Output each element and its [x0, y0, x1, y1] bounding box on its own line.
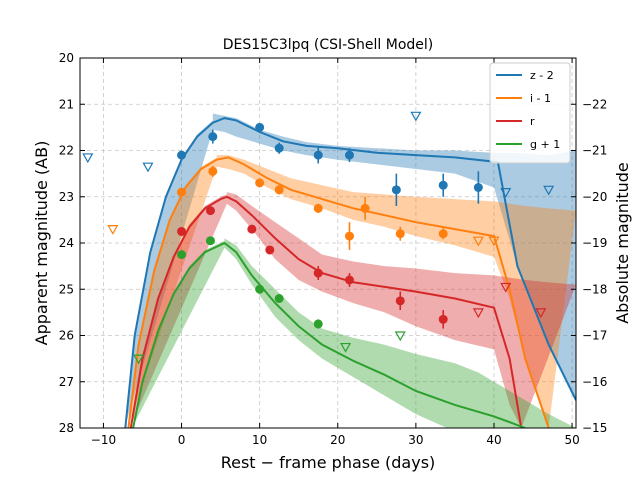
upper-limit-marker	[82, 153, 94, 164]
y2-axis-label: Absolute magnitude	[613, 162, 632, 324]
data-point	[344, 231, 354, 241]
upper-limit-marker	[340, 342, 352, 353]
upper-limit-marker	[107, 225, 119, 235]
upper-limit-marker	[142, 162, 154, 173]
data-point	[395, 229, 405, 239]
upper-limit-marker	[410, 111, 422, 122]
data-point	[438, 180, 448, 190]
upper-limit-marker	[394, 331, 406, 342]
data-point	[177, 226, 187, 236]
upper-limit-marker	[500, 282, 512, 293]
y-tick-label: 21	[59, 97, 74, 111]
y-axis-label: Apparent magnitude (AB)	[32, 141, 51, 346]
data-point	[274, 294, 284, 303]
y-tick-label: 23	[59, 190, 74, 204]
data-point	[247, 224, 257, 234]
data-point	[208, 132, 218, 142]
y2-tick-label: −15	[582, 421, 607, 435]
x-axis-label: Rest − frame phase (days)	[221, 453, 436, 472]
y2-tick-label: −20	[582, 190, 607, 204]
model-line-2	[129, 195, 523, 428]
y2-tick-label: −18	[582, 282, 607, 296]
upper-limit-marker	[472, 308, 484, 319]
upper-limit-marker	[472, 236, 484, 247]
data-point	[205, 236, 215, 246]
data-point	[473, 183, 483, 192]
band-1	[128, 155, 576, 428]
data-point	[313, 319, 323, 329]
y-tick-label: 22	[59, 144, 74, 158]
legend-label: r	[530, 115, 535, 128]
x-tick-label: 20	[330, 433, 345, 447]
upper-limit-marker	[535, 308, 547, 319]
x-tick-label: 50	[564, 433, 579, 447]
data-point	[177, 250, 187, 260]
data-point	[177, 150, 187, 160]
data-point	[208, 166, 218, 176]
data-point	[205, 206, 215, 216]
y-tick-label: 20	[59, 51, 74, 65]
legend-label: g + 1	[530, 138, 560, 151]
legend-label: z - 2	[530, 69, 554, 82]
x-tick-label: 0	[178, 433, 186, 447]
y2-tick-label: −16	[582, 375, 607, 389]
legend-box	[489, 62, 571, 164]
data-point	[313, 203, 323, 213]
data-points	[82, 111, 555, 365]
legend-label: i - 1	[530, 92, 551, 105]
band-3	[133, 238, 576, 428]
y2-tick-label: −21	[582, 144, 607, 158]
data-point	[391, 185, 401, 195]
band-2	[130, 192, 576, 428]
data-point	[255, 178, 265, 188]
upper-limit-marker	[133, 354, 145, 365]
data-point	[313, 150, 323, 160]
x-tick-label: −10	[91, 433, 116, 447]
y-tick-label: 27	[59, 375, 74, 389]
data-point	[255, 122, 265, 132]
x-tick-label: 40	[486, 433, 501, 447]
y-tick-label: 28	[59, 421, 74, 435]
y2-axis-ticks: −22 −21 −20 −19 −18 −17 −16 −15	[571, 97, 607, 435]
data-point	[265, 245, 275, 255]
y-tick-label: 26	[59, 329, 74, 343]
data-point	[313, 268, 323, 278]
chart-title: DES15C3lpq (CSI-Shell Model)	[223, 37, 434, 53]
y-tick-label: 25	[59, 282, 74, 296]
y2-tick-label: −19	[582, 236, 607, 250]
data-point	[438, 314, 448, 324]
upper-limit-marker	[543, 185, 555, 196]
data-point	[177, 187, 187, 197]
y-tick-label: 24	[59, 236, 74, 250]
upper-limit-marker	[488, 236, 500, 247]
x-tick-label: 30	[408, 433, 423, 447]
y2-tick-label: −22	[582, 97, 607, 111]
data-point	[274, 185, 284, 195]
data-point	[255, 284, 265, 294]
x-tick-label: 10	[252, 433, 267, 447]
data-point	[395, 296, 405, 306]
legend: z - 2 i - 1 r g + 1	[489, 62, 571, 164]
data-point	[344, 150, 354, 160]
data-point	[274, 143, 284, 153]
data-point	[360, 203, 370, 213]
data-point	[344, 275, 354, 285]
x-axis-ticks: −10 0 10 20 30 40 50	[91, 58, 580, 447]
data-point	[438, 229, 448, 239]
upper-limit-marker	[500, 188, 512, 198]
y-axis-ticks: 20 21 22 23 24 25 26 27 28	[59, 51, 85, 435]
model-line-1	[127, 156, 550, 428]
y2-tick-label: −17	[582, 329, 607, 343]
model-uncertainty-bands	[125, 113, 576, 428]
